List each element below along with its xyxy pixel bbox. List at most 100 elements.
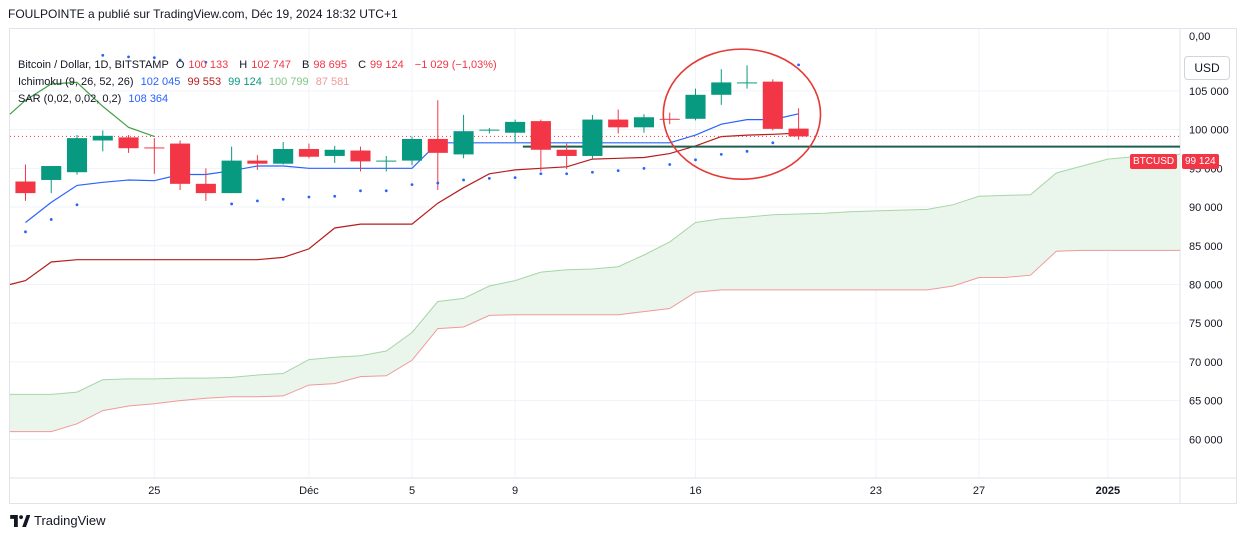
legend-low: 98 695 bbox=[313, 59, 348, 71]
tenkan-line bbox=[25, 113, 799, 223]
candle-body bbox=[41, 166, 62, 180]
sar-dot bbox=[539, 172, 543, 176]
legend-ichimoku-row: Ichimoku (9, 26, 52, 26) 102 045 99 553 … bbox=[18, 76, 353, 88]
legend-symbol-row: Bitcoin / Dollar, 1D, BITSTAMP O 100 133 … bbox=[18, 59, 501, 71]
candle-body bbox=[659, 118, 680, 120]
sar-dot bbox=[436, 181, 440, 185]
sar-dot bbox=[24, 230, 27, 234]
candle-body bbox=[685, 94, 706, 119]
price-tick-label: 90 000 bbox=[1189, 202, 1223, 214]
candle-body bbox=[762, 81, 783, 129]
candle-body bbox=[247, 160, 268, 164]
span-a-line bbox=[10, 153, 1181, 395]
candle-body bbox=[427, 138, 448, 153]
kijun-line bbox=[9, 132, 799, 286]
chart-frame bbox=[9, 28, 1237, 504]
candle-body bbox=[479, 129, 500, 131]
candle-body bbox=[453, 131, 474, 155]
sar-dot bbox=[513, 176, 517, 180]
annotation-layer bbox=[662, 48, 822, 180]
price-axis-top-label: 0,00 bbox=[1189, 31, 1211, 43]
legend-low-label: B bbox=[302, 59, 310, 71]
legend-sar-row: SAR (0,02, 0,02, 0,2) 108 364 bbox=[18, 93, 172, 105]
legend-open: 100 133 bbox=[188, 59, 229, 71]
price-axis: 60 000 65 000 70 000 75 000 80 000 85 000 90 0… bbox=[1189, 86, 1229, 446]
legend-sar-value: 108 364 bbox=[128, 93, 169, 105]
candle-body bbox=[582, 119, 603, 156]
candle-body bbox=[66, 138, 88, 173]
candle-body bbox=[298, 148, 319, 157]
sar-dot bbox=[101, 53, 105, 57]
sar-dot bbox=[178, 58, 182, 62]
candle-body bbox=[92, 135, 113, 141]
sar-dot bbox=[49, 218, 53, 221]
sar-dot bbox=[204, 60, 208, 64]
candle-body bbox=[736, 82, 758, 84]
sar-dot bbox=[591, 170, 594, 174]
sar-dot bbox=[333, 194, 337, 198]
candle-body bbox=[505, 121, 526, 133]
price-tick-label: 75 000 bbox=[1189, 318, 1223, 330]
sar-dot bbox=[487, 177, 491, 180]
time-tick-label: 23 bbox=[870, 485, 882, 497]
sar-dots bbox=[24, 53, 800, 234]
sar-dot bbox=[668, 163, 672, 166]
time-tick-label: 27 bbox=[973, 485, 985, 497]
sar-dot bbox=[410, 183, 414, 187]
legend-open-label: O bbox=[175, 59, 185, 71]
ichimoku-cloud bbox=[10, 153, 1181, 433]
candle-body bbox=[711, 82, 732, 95]
candle-body bbox=[633, 117, 655, 128]
candle-body bbox=[15, 181, 36, 194]
sar-dot bbox=[281, 197, 285, 201]
time-tick-label: Déc bbox=[299, 485, 319, 497]
annotation-ellipse bbox=[662, 48, 822, 180]
span-b-line bbox=[10, 249, 1180, 433]
time-tick-label: 16 bbox=[689, 485, 701, 497]
tradingview-logo-icon bbox=[10, 514, 30, 527]
sar-dot bbox=[359, 189, 362, 193]
sar-dot bbox=[75, 203, 79, 207]
footer[interactable]: TradingView bbox=[10, 513, 106, 528]
price-tick-label: 105 000 bbox=[1189, 86, 1229, 98]
sar-dot bbox=[797, 63, 800, 67]
sar-dot bbox=[462, 178, 465, 182]
currency-button[interactable]: USD bbox=[1184, 56, 1230, 80]
candle-body bbox=[608, 119, 629, 128]
footer-brand: TradingView bbox=[34, 513, 106, 528]
sar-dot bbox=[384, 189, 388, 193]
candle-body bbox=[144, 147, 165, 149]
candle-body bbox=[170, 143, 191, 184]
price-tick-label: 100 000 bbox=[1189, 125, 1229, 137]
sar-dot bbox=[771, 141, 775, 145]
candle-body bbox=[376, 160, 397, 162]
price-tick-label: 60 000 bbox=[1189, 434, 1223, 446]
legend-ichimoku-label: Ichimoku (9, 26, 52, 26) bbox=[18, 76, 134, 88]
price-tick-label: 70 000 bbox=[1189, 357, 1223, 369]
time-tick-label: 5 bbox=[409, 485, 415, 497]
sar-dot bbox=[719, 153, 723, 156]
candle-body bbox=[273, 148, 294, 164]
candles bbox=[15, 65, 809, 201]
candle-body bbox=[401, 138, 423, 161]
time-tick-label: 2025 bbox=[1096, 485, 1120, 497]
time-tick-label: 9 bbox=[512, 485, 518, 497]
legend-symbol: Bitcoin / Dollar, 1D, BITSTAMP bbox=[18, 59, 169, 71]
candle-body bbox=[350, 150, 371, 162]
sar-dot bbox=[307, 195, 311, 199]
candle-body bbox=[118, 137, 139, 149]
candle-body bbox=[530, 121, 551, 150]
chikou-line bbox=[9, 81, 155, 137]
legend-high-label: H bbox=[239, 59, 248, 71]
legend-close: 99 124 bbox=[370, 59, 404, 71]
sar-dot bbox=[152, 56, 156, 60]
legend-high: 102 747 bbox=[251, 59, 291, 71]
publisher-line: FOULPOINTE a publié sur TradingView.com,… bbox=[8, 7, 398, 21]
sar-dot bbox=[230, 202, 234, 206]
legend-ichimoku-chikou: 99 124 bbox=[228, 76, 262, 88]
price-tick-label: 85 000 bbox=[1189, 241, 1223, 253]
last-price-tag: 99 124 bbox=[1182, 154, 1219, 169]
candle-body bbox=[556, 149, 577, 156]
cloud-fill bbox=[10, 154, 1180, 432]
